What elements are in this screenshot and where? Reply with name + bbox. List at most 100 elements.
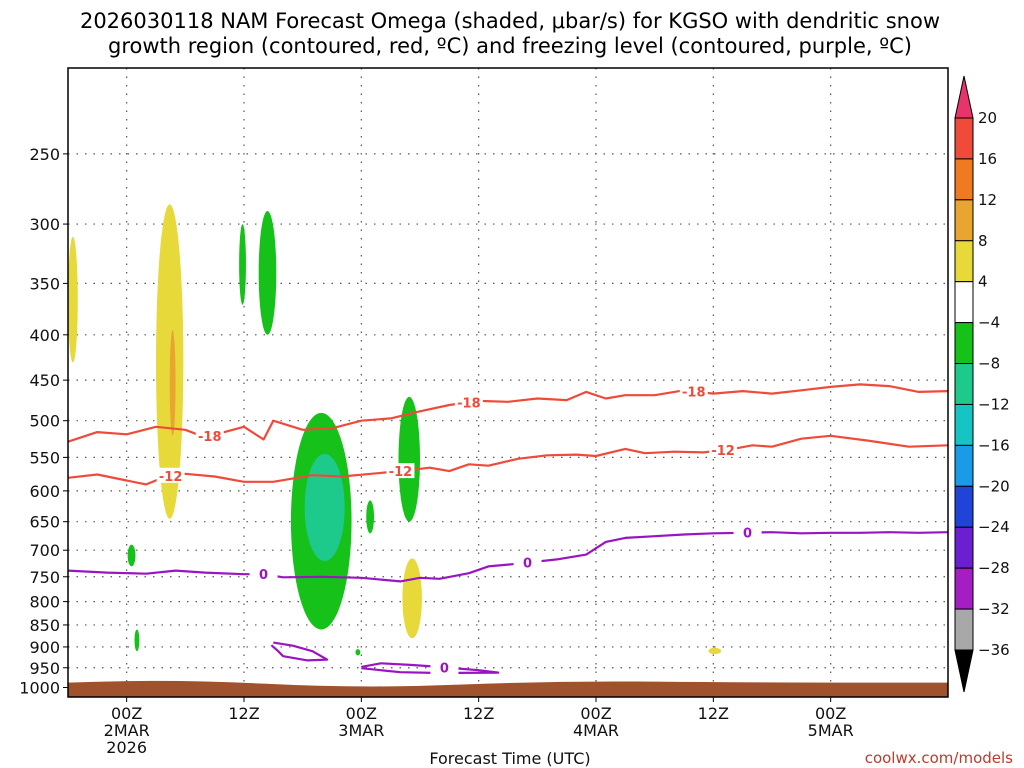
y-tick-label-500: 500: [29, 412, 60, 431]
chart-title-line2: growth region (contoured, red, ºC) and f…: [108, 34, 912, 58]
colorbar-swatch-1: [954, 158, 974, 201]
y-tick-label-450: 450: [29, 371, 60, 390]
omega-shade-11-val-4: [402, 558, 422, 639]
contour-label-1-0: -12: [159, 470, 183, 485]
contour-label-1-1: -12: [389, 465, 413, 480]
y-tick-label-700: 700: [29, 541, 60, 560]
contour-3: [361, 662, 500, 675]
contour-label-1-2: -12: [711, 444, 735, 459]
chart-title-line1: 2026030118 NAM Forecast Omega (shaded, μ…: [80, 9, 940, 33]
contour-label-0-2: -18: [682, 385, 706, 400]
surface-terrain: [68, 680, 948, 697]
x-tick-label-30-0: 00Z: [346, 704, 377, 723]
y-tick-label-850: 850: [29, 616, 60, 635]
colorbar-label-13: −36: [978, 641, 1010, 659]
colorbar-swatch-3: [954, 240, 974, 283]
y-tick-label-350: 350: [29, 274, 60, 293]
omega-shade-7-val--4: [398, 396, 420, 522]
colorbar-label-2: 12: [978, 191, 997, 209]
colorbar-swatch-10: [954, 526, 974, 569]
colorbar-label-3: 8: [978, 232, 988, 250]
credit-text[interactable]: coolwx.com/models: [865, 749, 1013, 767]
colorbar-swatch-8: [954, 444, 974, 487]
plot-inner: -18 -18 -18 -12 -12 -12 0 0 0 0: [68, 68, 948, 697]
omega-shade-13-val-4: [708, 647, 722, 655]
x-tick-label-6-2: 2026: [106, 738, 147, 757]
y-tick-label-300: 300: [29, 215, 60, 234]
colorbar: 20 16 12 8 4 −4 −8 −12 −16 −20 −24 −28 −32 −36: [954, 75, 1010, 693]
y-tick-label-400: 400: [29, 326, 60, 345]
colorbar-label-9: −20: [978, 477, 1010, 495]
plot-area: -18 -18 -18 -12 -12 -12 0 0 0 0: [68, 68, 948, 697]
contour-label-2-1: 0: [523, 557, 532, 572]
contour-label-0-1: -18: [457, 396, 481, 411]
x-tick-label-54-1: 4MAR: [573, 721, 619, 740]
colorbar-label-7: −12: [978, 395, 1010, 413]
omega-shade-1-val-4: [156, 204, 184, 519]
omega-shade-6-val--8: [304, 453, 345, 562]
colorbar-label-0: 20: [978, 109, 997, 127]
omega-shade-0-val-4: [68, 236, 78, 363]
contour-label-bg-0-0: [195, 427, 224, 443]
omega-shade-8-val--4: [366, 500, 375, 534]
contour-label-0-0: -18: [198, 430, 222, 445]
colorbar-label-11: −28: [978, 559, 1010, 577]
y-tick-label-650: 650: [29, 513, 60, 532]
omega-shade-9-val--4: [127, 544, 136, 567]
colorbar-swatch-7: [954, 403, 974, 446]
contour-label-bg-0-1: [454, 394, 483, 410]
omega-shade-4-val--4: [258, 211, 277, 335]
y-tick-label-1000: 1000: [19, 678, 60, 697]
omega-shade-2-val-8: [169, 329, 176, 436]
contour-label-bg-3-0: [430, 659, 459, 675]
contour-label-bg-1-0: [156, 467, 185, 483]
contour-label-bg-2-0: [249, 566, 278, 582]
contour-label-3-0: 0: [440, 661, 449, 676]
x-tick-label-78-0: 00Z: [815, 704, 846, 723]
colorbar-label-5: −4: [978, 314, 1000, 332]
colorbar-label-10: −24: [978, 518, 1010, 536]
x-axis-label: Forecast Time (UTC): [429, 749, 590, 768]
x-tick-label-6-1: 2MAR: [104, 721, 150, 740]
colorbar-swatch-9: [954, 485, 974, 528]
x-tick-label-6-0: 00Z: [111, 704, 142, 723]
contour-label-2-0: 0: [259, 568, 268, 583]
colorbar-label-1: 16: [978, 150, 997, 168]
plot-frame: [67, 67, 949, 698]
y-tick-label-250: 250: [29, 145, 60, 164]
omega-shade-10-val--4: [134, 629, 140, 652]
colorbar-label-8: −16: [978, 436, 1010, 454]
colorbar-label-12: −32: [978, 600, 1010, 618]
axes: 250 300 350 400 450 500 550 600 650 700 750 800 850 9…: [19, 67, 949, 757]
x-tick-label-18-0: 12Z: [228, 704, 259, 723]
omega-shade-3-val--4: [239, 224, 246, 305]
contour-label-bg-1-1: [386, 463, 415, 479]
contour-4: [270, 641, 329, 662]
omega-shade-12-val--4: [355, 649, 361, 656]
colorbar-swatch-4: [954, 281, 974, 324]
contour-label-bg-2-2: [733, 524, 762, 540]
y-tick-label-800: 800: [29, 593, 60, 612]
colorbar-bottom-arrow: [954, 649, 974, 693]
x-tick-label-78-1: 5MAR: [808, 721, 854, 740]
colorbar-label-4: 4: [978, 273, 988, 291]
chart-title: 2026030118 NAM Forecast Omega (shaded, μ…: [80, 9, 940, 58]
contour-label-2-2: 0: [743, 527, 752, 542]
contour-label-bg-2-1: [513, 554, 542, 570]
y-tick-label-550: 550: [29, 448, 60, 467]
x-tick-label-42-0: 12Z: [463, 704, 494, 723]
colorbar-label-6: −8: [978, 355, 1000, 373]
y-tick-label-950: 950: [29, 659, 60, 678]
colorbar-swatch-2: [954, 199, 974, 242]
y-tick-label-600: 600: [29, 482, 60, 501]
colorbar-top-arrow: [954, 75, 974, 119]
colorbar-swatch-11: [954, 567, 974, 610]
x-tick-label-30-1: 3MAR: [338, 721, 384, 740]
contour-label-bg-0-2: [679, 383, 708, 399]
colorbar-swatch-0: [954, 117, 974, 160]
contour-1: [68, 434, 948, 486]
contour-label-bg-1-2: [709, 442, 738, 458]
y-tick-label-900: 900: [29, 638, 60, 657]
colorbar-swatch-6: [954, 363, 974, 405]
